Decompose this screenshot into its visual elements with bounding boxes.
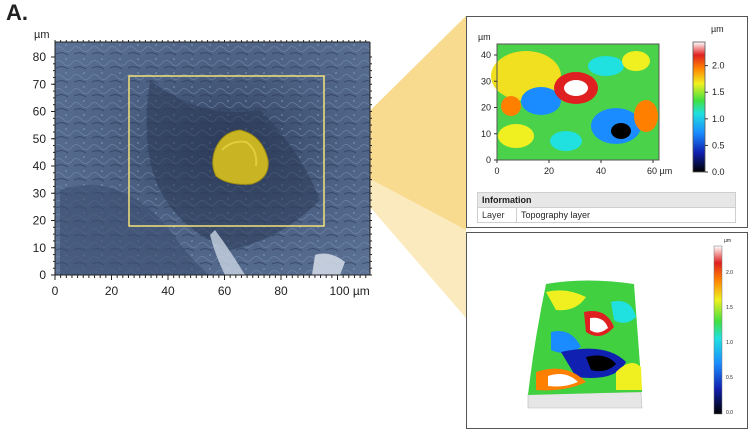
view-3d: 0.0 0.5 1.0 1.5 2.0 µm — [527, 238, 733, 416]
map-y-tick: 40 — [481, 50, 491, 60]
map-colorbar-tick: 1.5 — [712, 87, 725, 97]
sem-x-tick: 100 µm — [330, 284, 370, 298]
sem-y-tick: 30 — [33, 186, 47, 200]
map-x-tick: 60 µm — [647, 166, 672, 176]
map-colorbar-tick: 2.0 — [712, 61, 725, 71]
sem-y-tick: 10 — [33, 241, 47, 255]
map-y-tick: 30 — [481, 76, 491, 86]
sem-x-tick: 40 — [161, 284, 175, 298]
view3d-colorbar-tick: 1.0 — [726, 340, 733, 346]
information-header: Information — [477, 192, 736, 208]
view3d-colorbar-unit: µm — [724, 238, 731, 244]
panel-label: A. — [6, 0, 28, 25]
sem-y-tick: 80 — [33, 50, 47, 64]
map-colorbar-unit: µm — [711, 24, 724, 34]
sem-panel: 0 10 20 30 40 50 60 70 80 0 20 40 60 80 100 µm µm — [33, 29, 372, 298]
sem-x-tick: 20 — [105, 284, 119, 298]
map-colorbar-tick: 0.5 — [712, 140, 725, 150]
map-y-tick: 10 — [481, 129, 491, 139]
sem-x-tick: 0 — [52, 284, 59, 298]
map-y-unit: µm — [478, 32, 491, 42]
view3d-colorbar-tick: 2.0 — [726, 270, 733, 276]
sem-x-tick: 60 — [218, 284, 232, 298]
view3d-colorbar-tick: 0.0 — [726, 410, 733, 416]
map-x-tick: 40 — [596, 166, 606, 176]
sem-y-tick: 70 — [33, 77, 47, 91]
map-y-tick: 20 — [481, 103, 491, 113]
sem-y-tick: 20 — [33, 214, 47, 228]
map-y-tick: 0 — [486, 155, 491, 165]
map-colorbar-tick: 0.0 — [712, 167, 725, 177]
layer-value: Topography layer — [516, 207, 736, 223]
sem-y-unit: µm — [34, 29, 50, 41]
map-x-tick: 20 — [544, 166, 554, 176]
view3d-colorbar-tick: 1.5 — [726, 305, 733, 311]
map-colorbar — [692, 41, 706, 173]
particle-highlight — [212, 129, 269, 185]
view3d-colorbar-tick: 0.5 — [726, 375, 733, 381]
roi-frame — [128, 75, 325, 227]
sem-y-tick: 60 — [33, 105, 47, 119]
sem-y-tick: 0 — [39, 268, 46, 282]
map-x-tick: 0 — [494, 166, 499, 176]
layer-label: Layer — [477, 207, 517, 223]
sem-x-tick: 80 — [274, 284, 288, 298]
map-colorbar-tick: 1.0 — [712, 114, 725, 124]
sem-y-tick: 50 — [33, 132, 47, 146]
information-table: Information Layer Topography layer — [477, 192, 736, 223]
sem-y-tick: 40 — [33, 159, 47, 173]
view3d-colorbar — [713, 245, 723, 415]
